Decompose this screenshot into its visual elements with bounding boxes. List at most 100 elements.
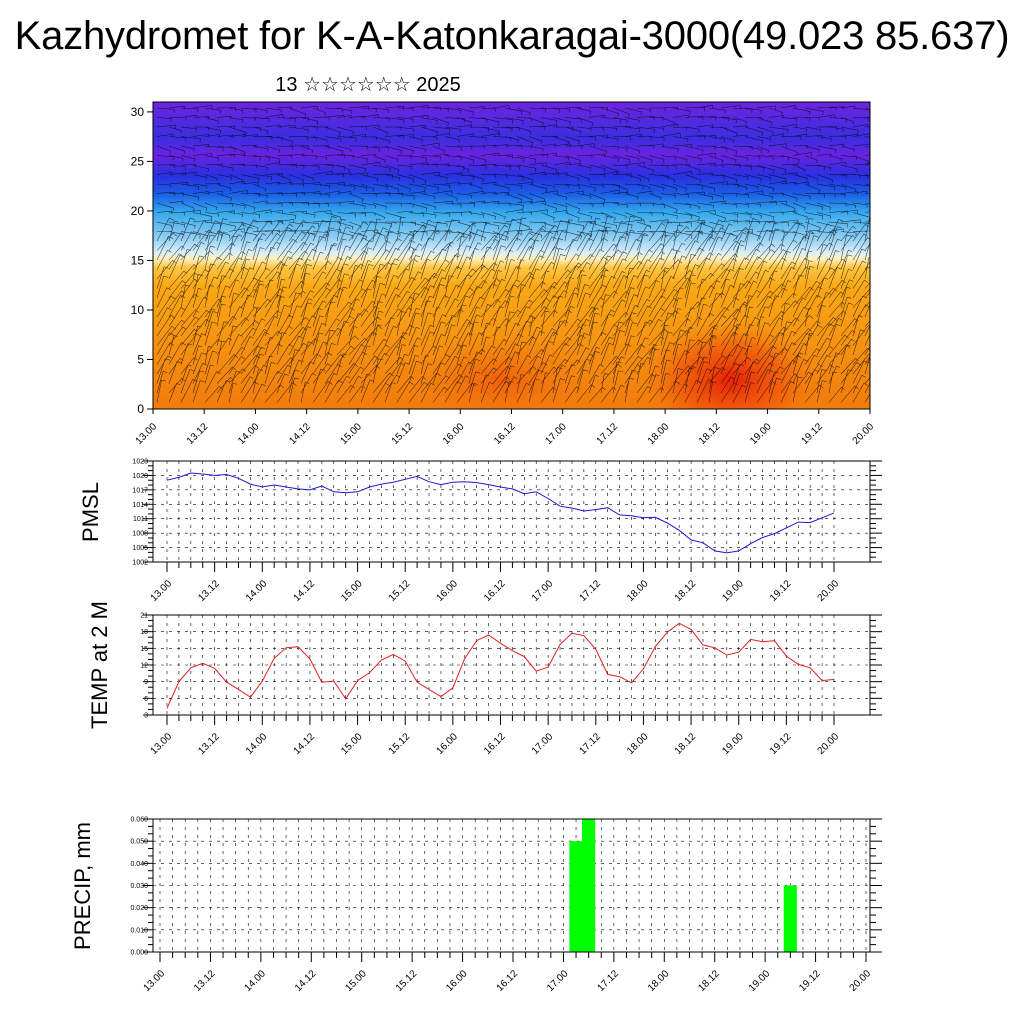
x-tick-label: 16.12 — [482, 578, 508, 604]
wind-barbs-path — [156, 104, 870, 403]
chart-title: Kazhydromet for K-A-Katonkaragai-3000(49… — [14, 14, 1010, 58]
chart-subtitle: 13 ☆☆☆☆☆☆ 2025 — [275, 74, 461, 96]
cross-x-tick-label: 17.12 — [595, 421, 621, 447]
y-tick-label: 1020 — [132, 473, 148, 480]
cross-section-y-axis: 0 5 10 15 20 25 30 — [131, 105, 153, 416]
y-tick-label: 1002 — [132, 560, 148, 567]
x-tick-label: 15.00 — [339, 731, 365, 757]
precip-bar — [569, 841, 583, 952]
y-tick-label: 0.060 — [130, 817, 148, 824]
x-tick-label: 15.00 — [339, 578, 365, 604]
y-tick-label: 6 — [144, 696, 148, 703]
x-tick-label: 17.00 — [545, 968, 571, 994]
x-tick-label: 19.00 — [720, 578, 746, 604]
cross-x-tick-label: 18.00 — [646, 421, 672, 447]
wind-barbs-layer — [156, 104, 870, 403]
x-tick-label: 17.12 — [577, 578, 603, 604]
cross-x-tick-label: 13.12 — [185, 421, 211, 447]
x-tick-label: 15.12 — [387, 578, 413, 604]
pmsl-series-line — [166, 472, 835, 554]
y-tick-label: 1008 — [132, 531, 148, 538]
y-tick-label: 0.020 — [130, 905, 148, 912]
y-tick-label: 9 — [144, 679, 148, 686]
x-tick-label: 15.12 — [394, 968, 420, 994]
x-tick-label: 16.00 — [435, 578, 461, 604]
x-tick-label: 14.00 — [244, 578, 270, 604]
x-tick-label: 13.12 — [196, 578, 222, 604]
cross-x-tick-label: 19.00 — [748, 421, 774, 447]
y-tick-label: 15 — [140, 646, 148, 653]
x-tick-label: 14.00 — [244, 731, 270, 757]
x-tick-label: 18.00 — [625, 731, 651, 757]
cross-section-panel: 0 5 10 15 20 25 30 13.00 13.12 14.00 14.12 15.00 15… — [131, 101, 876, 447]
y-tick-label: 0.040 — [130, 861, 148, 868]
precip-bar — [582, 819, 596, 952]
x-tick-label: 20.00 — [848, 968, 874, 994]
x-tick-label: 13.00 — [142, 968, 168, 994]
x-tick-label: 14.12 — [292, 578, 318, 604]
y-tick-label: 1017 — [132, 487, 148, 494]
pmsl-panel: 1002 1005 1008 1011 1014 1017 1020 1023 13.00 13.… — [78, 459, 882, 604]
precip-panel: 0.000 0.010 0.020 0.030 0.040 0.050 0.060 13.00… — [70, 817, 882, 994]
temp-axis-label: TEMP at 2 M — [87, 601, 112, 729]
cross-y-tick-label: 5 — [137, 352, 144, 366]
precip-bars — [569, 819, 797, 952]
x-tick-label: 18.12 — [696, 968, 722, 994]
x-tick-label: 18.12 — [673, 731, 699, 757]
x-tick-label: 14.00 — [243, 968, 269, 994]
x-tick-label: 16.00 — [444, 968, 470, 994]
y-tick-label: 18 — [140, 629, 148, 636]
precip-grid — [153, 818, 870, 953]
x-tick-label: 17.12 — [596, 968, 622, 994]
x-tick-label: 13.00 — [149, 731, 175, 757]
pmsl-axis-label: PMSL — [78, 482, 103, 542]
cross-section-x-axis: 13.00 13.12 14.00 14.12 15.00 15.12 16.00 16.12… — [134, 409, 876, 447]
cross-y-tick-label: 10 — [131, 303, 145, 317]
x-tick-label: 20.00 — [816, 731, 842, 757]
temp-grid — [153, 614, 870, 716]
x-tick-label: 19.12 — [797, 968, 823, 994]
cross-x-tick-label: 14.00 — [236, 421, 262, 447]
x-tick-label: 15.12 — [387, 731, 413, 757]
precip-axis-label: PRECIP, mm — [70, 822, 95, 950]
x-tick-label: 16.12 — [482, 731, 508, 757]
cross-x-tick-label: 18.12 — [697, 421, 723, 447]
pmsl-frame — [152, 460, 871, 563]
cross-x-tick-label: 16.00 — [441, 421, 467, 447]
x-tick-label: 18.00 — [646, 968, 672, 994]
y-tick-label: 3 — [144, 713, 148, 720]
cross-x-tick-label: 15.12 — [390, 421, 416, 447]
cross-y-tick-label: 25 — [131, 154, 145, 168]
x-tick-label: 17.00 — [530, 731, 556, 757]
x-tick-label: 19.00 — [720, 731, 746, 757]
y-tick-label: 1014 — [132, 502, 148, 509]
x-tick-label: 18.00 — [625, 578, 651, 604]
cross-x-tick-label: 16.12 — [492, 421, 518, 447]
x-tick-label: 16.00 — [435, 731, 461, 757]
y-tick-label: 0.000 — [130, 950, 148, 957]
temp-panel: 3 6 9 12 15 18 21 13.00 13.12 14.00 14.12 15.00 15.1… — [87, 601, 882, 757]
cross-x-tick-label: 17.00 — [543, 421, 569, 447]
x-tick-label: 16.12 — [495, 968, 521, 994]
precip-axes: 0.000 0.010 0.020 0.030 0.040 0.050 0.060 13.00… — [130, 817, 882, 994]
x-tick-label: 18.12 — [673, 578, 699, 604]
y-tick-label: 0.010 — [130, 927, 148, 934]
cross-y-tick-label: 15 — [131, 253, 145, 267]
x-tick-label: 17.00 — [530, 578, 556, 604]
pmsl-grid — [153, 460, 870, 563]
cross-y-tick-label: 0 — [137, 402, 144, 416]
temp-series-line — [166, 622, 835, 709]
precip-bar — [783, 885, 797, 952]
cross-y-tick-label: 20 — [131, 204, 145, 218]
x-tick-label: 19.12 — [768, 731, 794, 757]
x-tick-label: 19.12 — [768, 578, 794, 604]
x-tick-label: 20.00 — [816, 578, 842, 604]
y-tick-label: 1005 — [132, 545, 148, 552]
y-tick-label: 1011 — [133, 516, 148, 523]
cross-x-tick-label: 19.12 — [799, 421, 825, 447]
x-tick-label: 15.00 — [343, 968, 369, 994]
cross-x-tick-label: 15.00 — [339, 421, 365, 447]
x-tick-label: 13.12 — [192, 968, 218, 994]
x-tick-label: 19.00 — [747, 968, 773, 994]
